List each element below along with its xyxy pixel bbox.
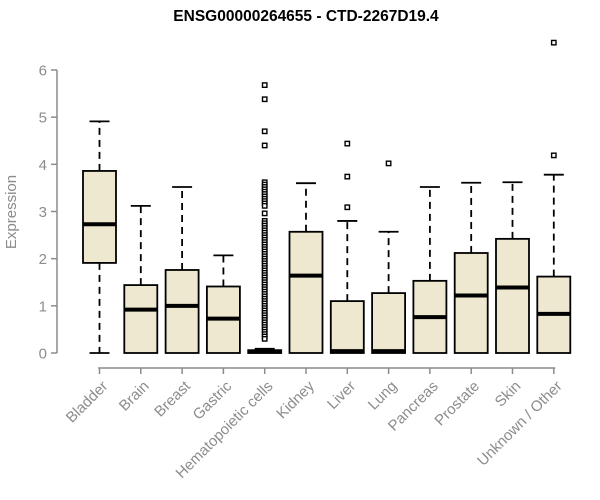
box-iqr (164, 269, 200, 354)
outlier-point (550, 152, 557, 159)
x-tick-label: Kidney (273, 377, 318, 422)
outlier-point (344, 140, 351, 147)
box-iqr (371, 292, 407, 354)
boxplot-brain (123, 204, 159, 354)
y-tick-label: 2 (39, 251, 47, 268)
boxplot-hematopoietic-cells (247, 82, 283, 354)
box-iqr (82, 170, 117, 264)
outlier-point (261, 335, 268, 342)
chart-title: ENSG00000264655 - CTD-2267D19.4 (173, 8, 439, 25)
y-tick-label: 3 (39, 204, 47, 221)
boxplot-liver (329, 140, 365, 354)
x-tick-label: Breast (151, 377, 194, 420)
outlier-point (344, 204, 351, 211)
boxplot-gastric (205, 254, 241, 354)
boxplot-prostate (453, 181, 489, 354)
boxplot-bladder (82, 120, 117, 354)
y-tick-label: 6 (39, 63, 47, 80)
outlier-point (344, 173, 351, 180)
x-tick-label: Skin (492, 378, 525, 411)
y-tick-label: 0 (39, 346, 47, 363)
x-tick-label: Prostate (431, 378, 483, 430)
x-tick-label: Brain (116, 378, 153, 415)
boxplot-kidney (288, 182, 324, 354)
y-tick-label: 4 (39, 157, 47, 174)
outlier-point (261, 202, 268, 209)
y-tick-label: 5 (39, 110, 47, 127)
boxplot-breast (164, 186, 200, 354)
outlier-point (550, 39, 557, 46)
boxplot-unknown-other (536, 39, 572, 354)
box-iqr (123, 284, 159, 354)
box-iqr (329, 300, 365, 354)
boxplot-pancreas (412, 186, 448, 354)
outlier-point (261, 128, 268, 135)
y-tick-label: 1 (39, 298, 47, 315)
x-tick-label: Bladder (63, 378, 112, 427)
outlier-point (261, 96, 268, 103)
box-iqr (288, 230, 324, 354)
outlier-point (261, 82, 268, 88)
boxplot-skin (495, 181, 530, 354)
outlier-point (261, 142, 268, 149)
boxplot-lung (371, 160, 407, 354)
outlier-point (261, 210, 268, 217)
y-axis-label: Expression (3, 175, 20, 249)
boxplot-series (82, 39, 572, 354)
box-iqr (453, 252, 489, 354)
box-iqr (495, 237, 530, 354)
x-tick-label: Liver (324, 378, 359, 413)
x-tick-label: Lung (365, 378, 401, 414)
outlier-point (385, 160, 392, 167)
